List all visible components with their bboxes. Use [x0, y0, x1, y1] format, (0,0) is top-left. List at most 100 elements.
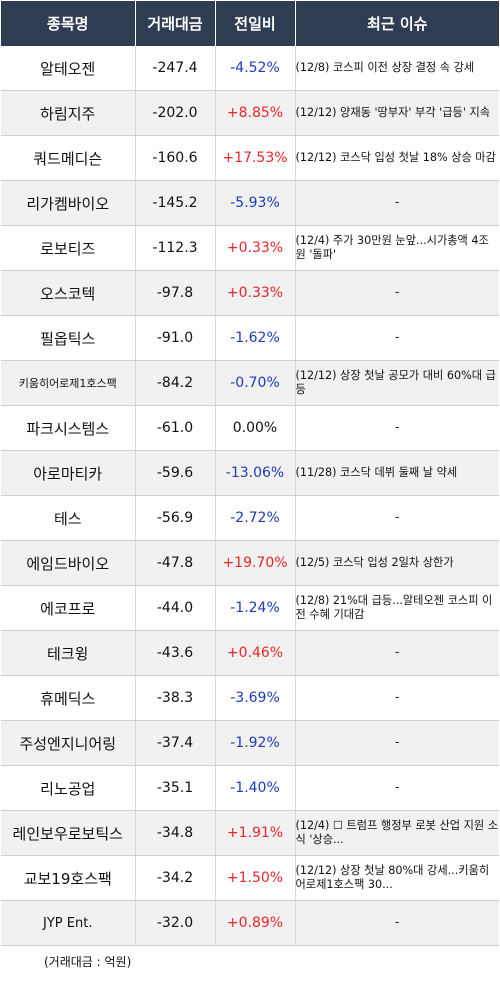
recent-issue: - — [295, 900, 499, 946]
trade-volume: -34.2 — [135, 855, 216, 901]
trade-volume: -44.0 — [135, 585, 216, 631]
price-change: -4.52% — [215, 46, 296, 91]
stock-name: 주성엔지니어링 — [1, 720, 136, 766]
price-change: +19.70% — [215, 540, 296, 586]
table-row: 필옵틱스 -91.0 -1.62% - — [1, 315, 499, 361]
recent-issue: (12/5) 코스닥 입성 2일차 상한가 — [295, 540, 499, 586]
trade-volume: -84.2 — [135, 360, 216, 406]
table-row: 테스 -56.9 -2.72% - — [1, 495, 499, 541]
recent-issue: (12/12) 상장 첫날 80%대 강세...키움히어로제1호스팩 30... — [295, 855, 499, 901]
recent-issue: - — [295, 315, 499, 361]
stock-name: 로보티즈 — [1, 225, 136, 271]
table-row: 교보19호스팩 -34.2 +1.50% (12/12) 상장 첫날 80%대 강세.… — [1, 855, 499, 901]
stock-name: 테스 — [1, 495, 136, 541]
recent-issue-text: (12/8) 21%대 급등...알테오젠 코스피 이전 수혜 기대감 — [295, 594, 493, 621]
recent-issue-text: (12/12) 코스닥 입성 첫날 18% 상승 마감 — [295, 151, 496, 164]
price-change: +17.53% — [215, 135, 296, 181]
price-change: +1.50% — [215, 855, 296, 901]
stock-name: 알테오젠 — [1, 46, 136, 91]
stock-table: 종목명 거래대금 전일비 최근 이슈 알테오젠 -247.4 -4.52% (12/8… — [1, 1, 499, 946]
recent-issue: - — [295, 270, 499, 316]
trade-volume: -47.8 — [135, 540, 216, 586]
trade-volume: -56.9 — [135, 495, 216, 541]
trade-volume: -35.1 — [135, 765, 216, 811]
trade-volume: -97.8 — [135, 270, 216, 316]
header-stock-name: 종목명 — [1, 1, 136, 46]
price-change: -13.06% — [215, 450, 296, 496]
stock-name: 아로마티카 — [1, 450, 136, 496]
stock-name: 휴메딕스 — [1, 675, 136, 721]
table-body: 알테오젠 -247.4 -4.52% (12/8) 코스피 이전 상장 결정 속 강세… — [1, 46, 499, 946]
header-change: 전일비 — [215, 1, 296, 46]
table-row: 테크윙 -43.6 +0.46% - — [1, 630, 499, 676]
price-change: +8.85% — [215, 90, 296, 136]
stock-name: 교보19호스팩 — [1, 855, 136, 901]
price-change: +0.33% — [215, 225, 296, 271]
trade-volume: -160.6 — [135, 135, 216, 181]
table-row: 아로마티카 -59.6 -13.06% (11/28) 코스닥 데뷔 둘째 날 약세 — [1, 450, 499, 496]
table-row: 에임드바이오 -47.8 +19.70% (12/5) 코스닥 입성 2일차 상한가 — [1, 540, 499, 586]
header-recent-issue: 최근 이슈 — [295, 1, 499, 46]
stock-name: 레인보우로보틱스 — [1, 810, 136, 856]
price-change: -0.70% — [215, 360, 296, 406]
recent-issue: (12/12) 코스닥 입성 첫날 18% 상승 마감 — [295, 135, 499, 181]
recent-issue: (12/4) ☐ 트럼프 행정부 로봇 산업 지원 소식 '상승... — [295, 810, 499, 856]
stock-name: 쿼드메디슨 — [1, 135, 136, 181]
price-change: -3.69% — [215, 675, 296, 721]
stock-name: 파크시스템스 — [1, 405, 136, 451]
recent-issue: - — [295, 495, 499, 541]
stock-name: 테크윙 — [1, 630, 136, 676]
price-change: -5.93% — [215, 180, 296, 226]
trade-volume: -202.0 — [135, 90, 216, 136]
recent-issue: (12/12) 양재동 '땅부자' 부각 '급등' 지속 — [295, 90, 499, 136]
table-row: 리가켐바이오 -145.2 -5.93% - — [1, 180, 499, 226]
recent-issue: - — [295, 180, 499, 226]
recent-issue: - — [295, 630, 499, 676]
recent-issue: (12/4) 주가 30만원 눈앞...시가총액 4조원 '돌파' — [295, 225, 499, 271]
trade-volume: -32.0 — [135, 900, 216, 946]
price-change: 0.00% — [215, 405, 296, 451]
stock-name: 오스코텍 — [1, 270, 136, 316]
recent-issue-text: (12/12) 상장 첫날 공모가 대비 60%대 급등 — [295, 369, 496, 396]
stock-name: 하림지주 — [1, 90, 136, 136]
table-row: 주성엔지니어링 -37.4 -1.92% - — [1, 720, 499, 766]
unit-note: (거래대금 : 억원) — [44, 955, 132, 969]
price-change: -1.62% — [215, 315, 296, 361]
recent-issue-text: (12/4) ☐ 트럼프 행정부 로봇 산업 지원 소식 '상승... — [295, 819, 499, 846]
table-row: JYP Ent. -32.0 +0.89% - — [1, 900, 499, 946]
price-change: +0.33% — [215, 270, 296, 316]
table-row: 쿼드메디슨 -160.6 +17.53% (12/12) 코스닥 입성 첫날 18% … — [1, 135, 499, 181]
recent-issue: - — [295, 405, 499, 451]
price-change: -1.92% — [215, 720, 296, 766]
table-row: 휴메딕스 -38.3 -3.69% - — [1, 675, 499, 721]
recent-issue-text: (12/4) 주가 30만원 눈앞...시가총액 4조원 '돌파' — [295, 234, 489, 261]
stock-name: 에임드바이오 — [1, 540, 136, 586]
recent-issue: (12/8) 21%대 급등...알테오젠 코스피 이전 수혜 기대감 — [295, 585, 499, 631]
recent-issue-text: (11/28) 코스닥 데뷔 둘째 날 약세 — [295, 466, 458, 479]
trade-volume: -145.2 — [135, 180, 216, 226]
recent-issue: (12/12) 상장 첫날 공모가 대비 60%대 급등 — [295, 360, 499, 406]
trade-volume: -43.6 — [135, 630, 216, 676]
stock-name: 리노공업 — [1, 765, 136, 811]
stock-name: 에코프로 — [1, 585, 136, 631]
price-change: -1.40% — [215, 765, 296, 811]
table-row: 오스코텍 -97.8 +0.33% - — [1, 270, 499, 316]
table-row: 로보티즈 -112.3 +0.33% (12/4) 주가 30만원 눈앞...시가총액… — [1, 225, 499, 271]
trade-volume: -112.3 — [135, 225, 216, 271]
recent-issue: - — [295, 765, 499, 811]
table-row: 하림지주 -202.0 +8.85% (12/12) 양재동 '땅부자' 부각 '급등… — [1, 90, 499, 136]
recent-issue: (11/28) 코스닥 데뷔 둘째 날 약세 — [295, 450, 499, 496]
header-trade-volume: 거래대금 — [135, 1, 216, 46]
price-change: +0.46% — [215, 630, 296, 676]
recent-issue-text: (12/5) 코스닥 입성 2일차 상한가 — [295, 556, 454, 569]
table-header-row: 종목명 거래대금 전일비 최근 이슈 — [1, 1, 499, 46]
table-row: 키움히어로제1호스팩 -84.2 -0.70% (12/12) 상장 첫날 공모가 대… — [1, 360, 499, 406]
table-row: 리노공업 -35.1 -1.40% - — [1, 765, 499, 811]
price-change: +0.89% — [215, 900, 296, 946]
recent-issue-text: (12/12) 양재동 '땅부자' 부각 '급등' 지속 — [295, 106, 491, 119]
trade-volume: -61.0 — [135, 405, 216, 451]
price-change: -1.24% — [215, 585, 296, 631]
table-row: 레인보우로보틱스 -34.8 +1.91% (12/4) ☐ 트럼프 행정부 로봇 산… — [1, 810, 499, 856]
trade-volume: -38.3 — [135, 675, 216, 721]
